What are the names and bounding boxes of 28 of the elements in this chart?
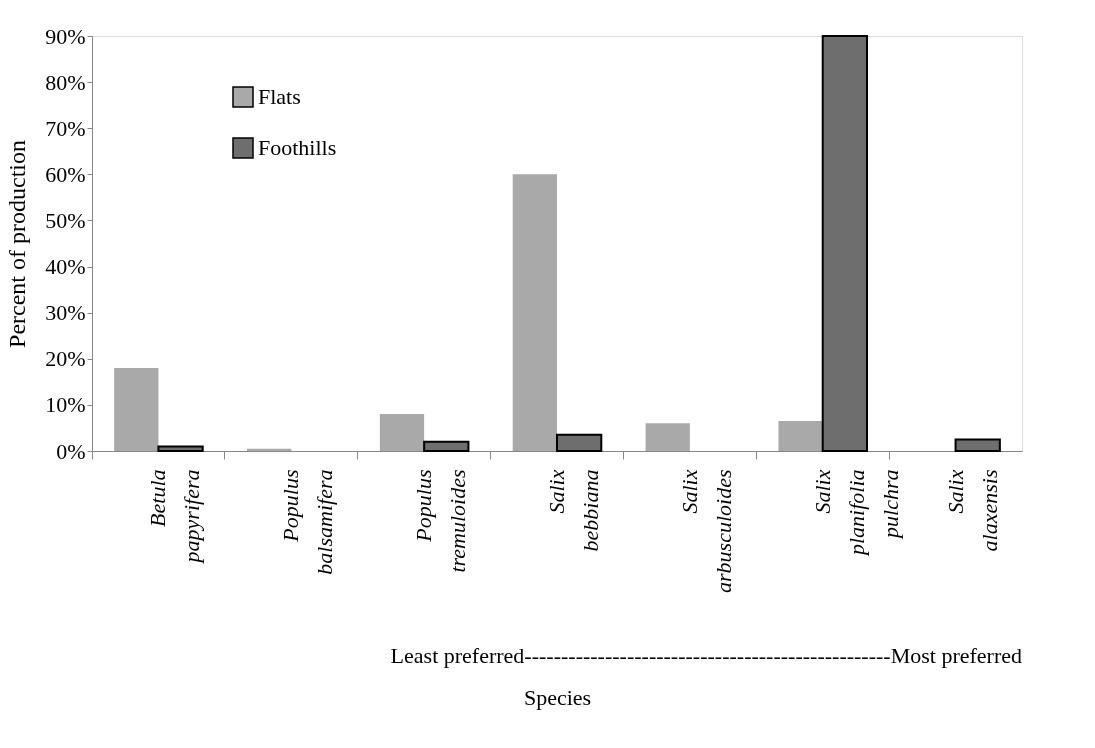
legend-label: Foothills — [258, 135, 337, 160]
y-tick-label: 70% — [45, 115, 86, 141]
bar — [157, 445, 204, 452]
x-tick-label: Salix planifolia pulchra — [809, 469, 903, 558]
bar — [778, 421, 823, 451]
legend-label: Flats — [258, 84, 301, 109]
y-tick-label: 50% — [45, 207, 86, 233]
y-tick-label: 10% — [45, 392, 86, 418]
x-axis-title: Species — [523, 684, 592, 710]
y-axis-title: Percent of production — [4, 140, 31, 348]
y-tick-label: 80% — [45, 69, 86, 95]
bar — [423, 440, 470, 452]
bar — [512, 174, 557, 451]
y-tick-label: 60% — [45, 161, 86, 187]
bar — [954, 438, 1001, 452]
y-tick-label: 40% — [45, 254, 86, 280]
x-tick-label: Salix bebbiana — [544, 469, 603, 552]
bar — [556, 433, 603, 452]
y-tick-label: 90% — [45, 23, 86, 49]
x-tick-label: Betula papyrifera — [145, 469, 205, 565]
bar — [379, 414, 425, 451]
y-tick-label: 30% — [45, 300, 86, 326]
text: Least preferred--------------------------------------------------Most preferred — [390, 643, 1022, 668]
bar — [821, 35, 868, 452]
bar — [645, 423, 690, 451]
y-tick-label: 0% — [56, 438, 86, 464]
y-tick-label: 20% — [45, 346, 86, 372]
bar — [114, 368, 159, 451]
